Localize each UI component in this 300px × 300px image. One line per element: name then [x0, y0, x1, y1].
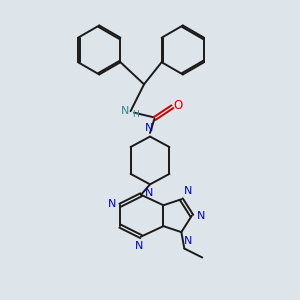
Text: N: N [121, 106, 129, 116]
Text: O: O [173, 99, 182, 112]
Text: N: N [184, 236, 193, 246]
Text: N: N [184, 186, 193, 196]
Text: N: N [135, 242, 144, 251]
Text: N: N [108, 199, 116, 209]
Text: N: N [145, 188, 154, 198]
Text: H: H [132, 110, 138, 119]
Text: N: N [145, 123, 154, 133]
Text: N: N [197, 211, 206, 221]
